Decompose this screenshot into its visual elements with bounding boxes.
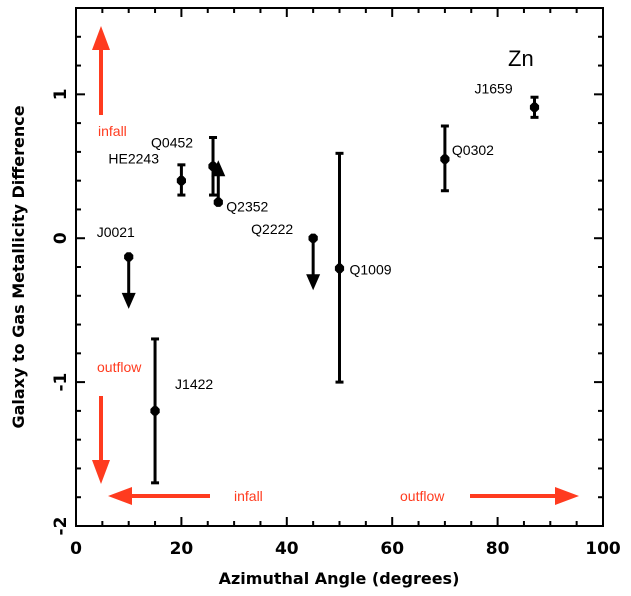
x-tick-label: 60 (380, 539, 404, 559)
point-label-j1422: J1422 (175, 376, 213, 392)
limit-arrow-head (306, 274, 321, 291)
data-point-j1659 (529, 95, 540, 119)
data-points (121, 95, 540, 485)
point-label-q2222: Q2222 (251, 221, 293, 237)
data-point-he2243 (176, 163, 186, 197)
x-tick-label: 20 (170, 539, 194, 559)
data-marker (176, 176, 186, 186)
point-label-q0452: Q0452 (151, 134, 193, 150)
x-axis-label: Azimuthal Angle (degrees) (219, 569, 460, 588)
axis-ticks (75, 7, 604, 527)
data-marker (213, 197, 223, 207)
point-label-q1009: Q1009 (350, 261, 392, 277)
data-marker (150, 406, 160, 416)
point-label-he2243: HE2243 (108, 151, 159, 167)
data-point-j0021 (121, 252, 136, 309)
infall-left-arrow-head (108, 487, 132, 505)
data-point-j1422 (150, 337, 160, 485)
ion-label: Zn (508, 46, 534, 71)
data-marker (334, 263, 345, 274)
point-label-q0302: Q0302 (452, 142, 494, 158)
data-point-q0302 (440, 124, 450, 193)
point-label-j1659: J1659 (474, 80, 512, 96)
y-tick-label: -2 (51, 517, 71, 536)
direction-annotations: infall outflow infall outflow (92, 26, 579, 505)
data-point-q1009 (334, 151, 345, 384)
data-marker (124, 252, 134, 262)
point-label-j0021: J0021 (97, 224, 135, 240)
x-tick-label: 0 (70, 539, 82, 559)
infall-up-arrow-head (92, 26, 110, 50)
annotation-infall-left: infall (98, 123, 127, 139)
outflow-right-arrow-head (555, 487, 579, 505)
x-tick-label: 100 (585, 539, 621, 559)
data-point-q2352 (211, 160, 226, 207)
point-label-q2352: Q2352 (226, 198, 268, 214)
y-tick-label: 1 (51, 88, 71, 100)
tick-labels: 0 20 40 60 80 100 -2 -1 0 1 (51, 88, 621, 559)
y-tick-label: 0 (51, 232, 71, 244)
annotation-infall-bottom: infall (234, 488, 263, 504)
data-marker (440, 154, 450, 164)
limit-arrow-head (211, 160, 226, 177)
data-marker (529, 102, 540, 112)
x-tick-label: 40 (275, 539, 299, 559)
data-marker (308, 233, 318, 243)
annotation-outflow-left: outflow (97, 359, 142, 375)
y-axis-label: Galaxy to Gas Metallicity Difference (9, 105, 28, 428)
annotation-outflow-bottom: outflow (400, 488, 445, 504)
limit-arrow-head (121, 292, 136, 309)
data-point-q2222 (306, 233, 321, 291)
y-tick-label: -1 (51, 373, 71, 392)
outflow-down-arrow-head (92, 460, 110, 484)
x-tick-label: 80 (486, 539, 510, 559)
